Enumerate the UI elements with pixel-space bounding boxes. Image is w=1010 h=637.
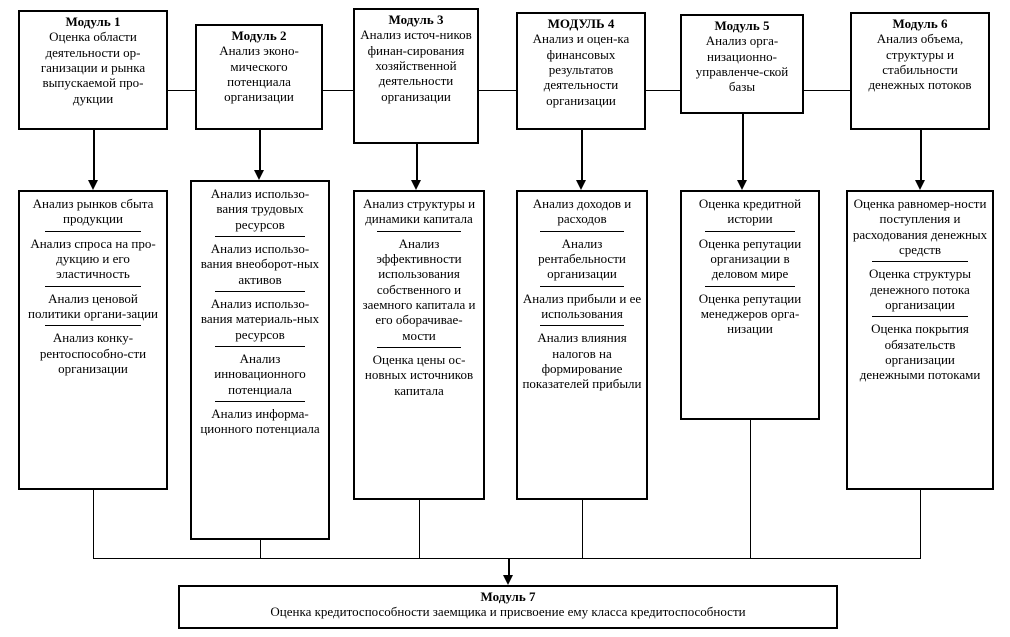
detail-item: Анализ доходов и расходов: [522, 194, 642, 229]
detail-item: Оценка цены ос-новных источников капитал…: [359, 350, 479, 400]
module-box-m1: Модуль 1Оценка области деятельности ор-г…: [18, 10, 168, 130]
detail-item: Оценка репутации менеджеров орга-низации: [686, 289, 814, 339]
item-separator: [45, 286, 142, 287]
detail-item: Анализ структуры и динамики капитала: [359, 194, 479, 229]
collector-vline: [419, 500, 420, 558]
module-desc: Анализ объема, структуры и стабильности …: [868, 31, 971, 92]
item-separator: [872, 316, 967, 317]
item-separator: [872, 261, 967, 262]
arrow-line: [416, 144, 418, 180]
detail-box-d2: Анализ использо-вания трудовых ресурсовА…: [190, 180, 330, 540]
detail-item: Анализ эффективности использования собст…: [359, 234, 479, 345]
detail-item: Оценка равномер-ности поступления и расх…: [852, 194, 988, 259]
arrow-line: [581, 130, 583, 180]
detail-box-d6: Оценка равномер-ности поступления и расх…: [846, 190, 994, 490]
module-desc: Анализ и оцен-ка финансовых результатов …: [533, 31, 630, 107]
detail-item: Анализ конку-рентоспособно-сти организац…: [24, 328, 162, 378]
collector-vline: [920, 490, 921, 558]
top-connector: [168, 90, 195, 91]
module-desc: Анализ источ-ников финан-сирования хозяй…: [360, 27, 472, 103]
detail-item: Анализ инновационного потенциала: [196, 349, 324, 399]
detail-item: Анализ рынков сбыта продукции: [24, 194, 162, 229]
final-title: Модуль 7: [184, 589, 832, 604]
detail-item: Анализ спроса на про-дукцию и его эласти…: [24, 234, 162, 284]
detail-box-d1: Анализ рынков сбыта продукции Анализ спро…: [18, 190, 168, 490]
arrow-line: [259, 130, 261, 170]
flowchart-canvas: Модуль 1Оценка области деятельности ор-г…: [0, 0, 1010, 637]
item-separator: [215, 401, 305, 402]
arrow-head-icon: [411, 180, 421, 190]
module-title: Модуль 2: [201, 28, 317, 43]
detail-item: Оценка покрытия обязательств организации…: [852, 319, 988, 384]
detail-item: Оценка кредитной истории: [686, 194, 814, 229]
module-desc: Оценка области деятельности ор-ганизации…: [41, 29, 145, 105]
detail-item: Анализ использо-вания материаль-ных ресу…: [196, 294, 324, 344]
detail-item: Анализ использо-вания внеоборот-ных акти…: [196, 239, 324, 289]
module-desc: Анализ эконо-мического потенциала органи…: [219, 43, 299, 104]
module-title: Модуль 1: [24, 14, 162, 29]
item-separator: [705, 231, 795, 232]
detail-box-d3: Анализ структуры и динамики капитала Анал…: [353, 190, 485, 500]
detail-item: Анализ ценовой политики органи-зации: [24, 289, 162, 324]
item-separator: [377, 231, 461, 232]
module-box-m3: Модуль 3Анализ источ-ников финан-сирован…: [353, 8, 479, 144]
arrow-line: [93, 130, 95, 180]
item-separator: [540, 325, 624, 326]
collector-vline: [260, 540, 261, 558]
item-separator: [45, 325, 142, 326]
top-connector: [646, 90, 680, 91]
detail-box-d5: Оценка кредитной истории Оценка репутации…: [680, 190, 820, 420]
collector-hline: [93, 558, 921, 559]
top-connector: [323, 90, 353, 91]
top-connector: [479, 90, 516, 91]
detail-item: Анализ рентабельности организации: [522, 234, 642, 284]
arrow-head-icon: [576, 180, 586, 190]
final-desc: Оценка кредитоспособности заемщика и при…: [184, 604, 832, 619]
module-box-m2: Модуль 2Анализ эконо-мического потенциал…: [195, 24, 323, 130]
detail-item: Анализ информа-ционного потенциала: [196, 404, 324, 439]
detail-item: Анализ использо-вания трудовых ресурсов: [196, 184, 324, 234]
item-separator: [540, 231, 624, 232]
item-separator: [215, 291, 305, 292]
collector-vline: [750, 420, 751, 558]
final-module-box: Модуль 7Оценка кредитоспособности заемщи…: [178, 585, 838, 629]
detail-item: Оценка репутации организации в деловом м…: [686, 234, 814, 284]
module-title: Модуль 3: [359, 12, 473, 27]
module-title: Модуль 5: [686, 18, 798, 33]
top-connector: [804, 90, 850, 91]
item-separator: [705, 286, 795, 287]
module-box-m5: Модуль 5Анализ орга-низационно-управленч…: [680, 14, 804, 114]
arrow-line: [742, 114, 744, 180]
detail-item: Оценка структуры денежного потока органи…: [852, 264, 988, 314]
module-title: МОДУЛЬ 4: [522, 16, 640, 31]
collector-vline: [582, 500, 583, 558]
module-box-m4: МОДУЛЬ 4Анализ и оцен-ка финансовых резу…: [516, 12, 646, 130]
detail-item: Анализ влияния налогов на формирование п…: [522, 328, 642, 393]
module-desc: Анализ орга-низационно-управленче-ской б…: [696, 33, 788, 94]
arrow-line: [920, 130, 922, 180]
item-separator: [45, 231, 142, 232]
final-drop-line: [508, 558, 510, 575]
collector-vline: [93, 490, 94, 558]
arrow-head-icon: [915, 180, 925, 190]
arrow-head-icon: [254, 170, 264, 180]
detail-box-d4: Анализ доходов и расходов Анализ рентабел…: [516, 190, 648, 500]
detail-item: Анализ прибыли и ее использования: [522, 289, 642, 324]
arrow-head-icon: [737, 180, 747, 190]
module-box-m6: Модуль 6Анализ объема, структуры и стаби…: [850, 12, 990, 130]
arrow-head-icon: [88, 180, 98, 190]
item-separator: [215, 236, 305, 237]
item-separator: [377, 347, 461, 348]
item-separator: [540, 286, 624, 287]
item-separator: [215, 346, 305, 347]
final-arrow-head-icon: [503, 575, 513, 585]
module-title: Модуль 6: [856, 16, 984, 31]
